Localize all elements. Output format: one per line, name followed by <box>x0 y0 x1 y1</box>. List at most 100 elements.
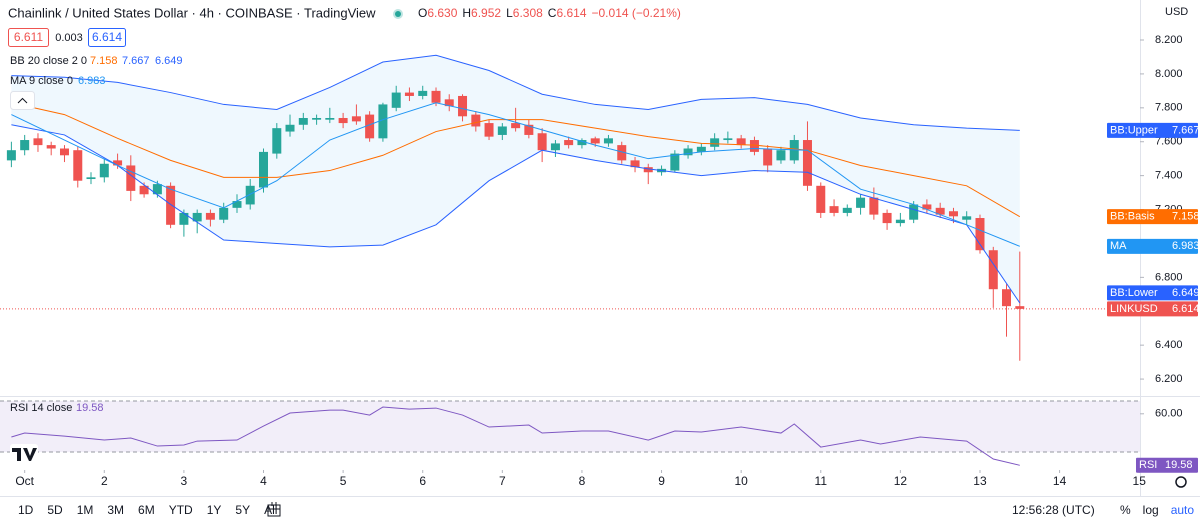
clock: 12:56:28 (UTC) <box>1012 503 1095 517</box>
candle-body <box>338 117 348 124</box>
y-tick-label: 6.800 <box>1155 271 1183 283</box>
spread: 0.003 <box>55 32 83 44</box>
candle-body <box>617 145 627 161</box>
price-tag-label: MA <box>1110 240 1127 252</box>
candle-body <box>219 207 229 220</box>
candle-body <box>683 148 693 156</box>
x-tick-label: 9 <box>658 474 665 488</box>
candle-body <box>497 126 507 135</box>
ohlc-value: 6.308 <box>513 6 543 20</box>
x-tick-label: 7 <box>499 474 506 488</box>
price-tag-value: 7.667 <box>1172 124 1200 136</box>
chart-title: Chainlink / United States Dollar · 4h · … <box>8 5 376 20</box>
price-tag-value: 6.983 <box>1172 240 1200 252</box>
scale-option[interactable]: % <box>1120 503 1131 517</box>
candle-body <box>259 151 269 188</box>
candle-body <box>285 124 295 132</box>
ohlc-key: H <box>462 6 471 20</box>
range-button[interactable]: 3M <box>107 503 124 517</box>
candle-body <box>20 140 30 151</box>
candle-body <box>630 160 640 168</box>
candle-body <box>524 124 534 135</box>
candle-body <box>245 185 255 205</box>
rsi-value: 19.58 <box>76 402 104 414</box>
x-tick-label: 4 <box>260 474 267 488</box>
candle-body <box>948 211 958 217</box>
rsi-line <box>11 406 1020 466</box>
settings-icon[interactable] <box>1175 476 1187 488</box>
x-tick-label: 8 <box>579 474 586 488</box>
range-button[interactable]: YTD <box>169 503 193 517</box>
ma-value: 6.983 <box>78 75 106 87</box>
ohlc-key: O <box>418 6 427 20</box>
indicator-line <box>11 124 1021 304</box>
candle-body <box>776 150 786 161</box>
candle-body <box>670 153 680 171</box>
candle-body <box>33 138 43 146</box>
bid-box[interactable] <box>8 28 49 47</box>
candle-body <box>365 114 375 139</box>
range-button[interactable]: 5D <box>47 503 63 517</box>
candle-body <box>869 197 879 215</box>
rsi-band <box>0 401 1140 453</box>
candle-body <box>603 138 613 144</box>
bb-basis-value: 7.158 <box>90 55 118 67</box>
candle-body <box>113 160 123 166</box>
candle-body <box>205 212 215 220</box>
range-button[interactable]: 1M <box>77 503 94 517</box>
candle-body <box>404 92 414 96</box>
candle-body <box>962 216 972 220</box>
rsi-tag-label: RSI <box>1139 459 1157 471</box>
candle-body <box>418 90 428 96</box>
x-tick-label: 15 <box>1133 474 1147 488</box>
x-tick-label: 5 <box>340 474 347 488</box>
indicator-line <box>11 102 1021 218</box>
indicator-line <box>11 54 1020 131</box>
bb-legend: BB 20 close 2 0 <box>10 55 87 67</box>
candle-body <box>126 165 136 191</box>
plot-area <box>0 54 1140 466</box>
range-button[interactable]: 1Y <box>207 503 222 517</box>
candle-body <box>988 250 998 290</box>
candle-body <box>458 95 468 117</box>
candle-body <box>312 117 322 120</box>
y-tick-label: 60.00 <box>1155 408 1183 420</box>
price-tag <box>1107 285 1198 301</box>
candle-body <box>378 104 388 139</box>
change: −0.014 (−0.21%) <box>592 6 681 20</box>
candle-body <box>802 140 812 186</box>
range-button[interactable]: 6M <box>138 503 155 517</box>
ohlc-value: 6.614 <box>556 6 586 20</box>
candle-body <box>577 140 587 146</box>
rsi-tag <box>1136 457 1198 473</box>
candle-body <box>550 143 560 151</box>
indicator-line <box>11 102 1020 247</box>
candle-body <box>1015 306 1025 309</box>
candle-body <box>86 177 96 180</box>
y-tick-label: 6.200 <box>1155 373 1183 385</box>
candle-body <box>895 219 905 224</box>
rsi-tag-value: 19.58 <box>1165 459 1193 471</box>
scale-option[interactable]: auto <box>1171 503 1195 517</box>
range-button[interactable]: 1D <box>18 503 34 517</box>
logo <box>12 448 37 461</box>
price-tag-value: 6.649 <box>1172 287 1200 299</box>
y-tick-label: 7.800 <box>1155 102 1183 114</box>
range-button[interactable]: 5Y <box>235 503 250 517</box>
collapse-button[interactable] <box>10 91 35 110</box>
candle-body <box>511 123 521 129</box>
candle-body <box>696 146 706 152</box>
candle-body <box>749 140 759 152</box>
ask-box[interactable] <box>88 28 126 47</box>
candle-body <box>590 138 600 144</box>
range-button[interactable]: All <box>264 503 277 517</box>
candle-body <box>736 138 746 146</box>
candle-body <box>6 150 16 161</box>
scale-option[interactable]: log <box>1143 503 1159 517</box>
candle-body <box>564 140 574 146</box>
price-tag <box>1107 209 1198 225</box>
calendar-icon[interactable] <box>267 502 281 517</box>
candle-body <box>325 117 335 120</box>
price-tag-label: LINKUSD <box>1110 303 1158 315</box>
